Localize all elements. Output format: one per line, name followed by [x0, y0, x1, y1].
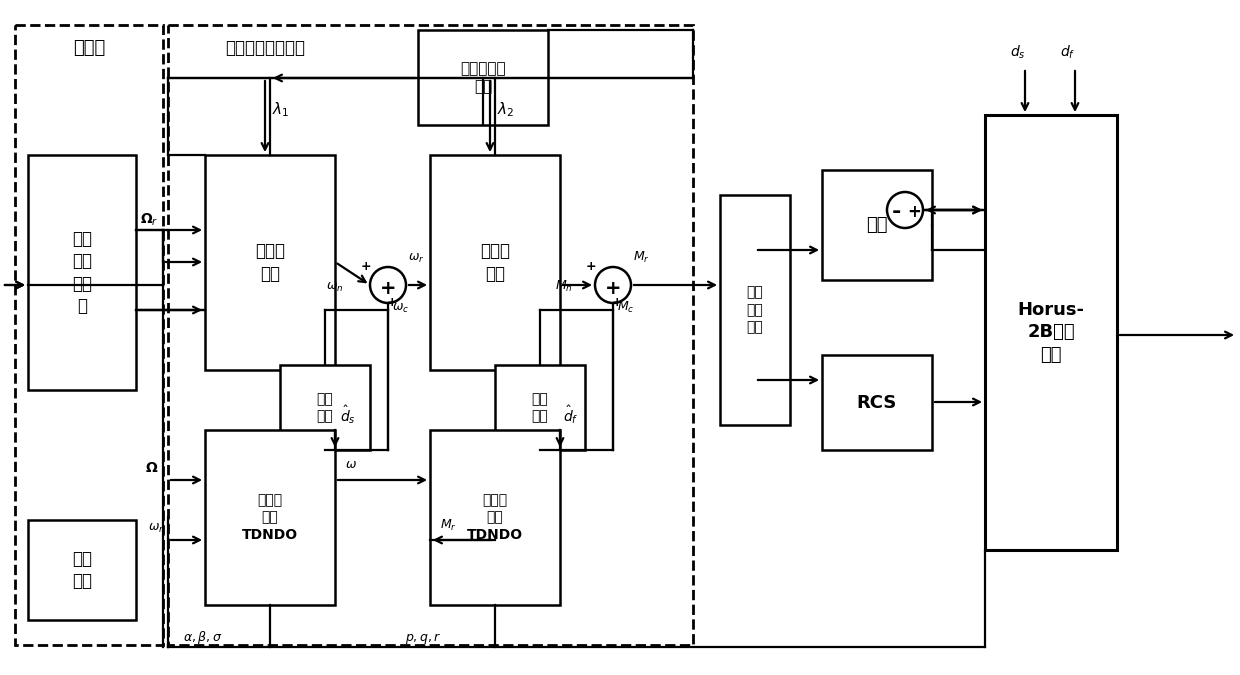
FancyBboxPatch shape: [280, 365, 370, 450]
Text: $\lambda_2$: $\lambda_2$: [497, 101, 515, 119]
Text: Horus-
2B数学
模型: Horus- 2B数学 模型: [1018, 301, 1085, 364]
FancyBboxPatch shape: [418, 30, 548, 125]
Text: $\hat{d}_s$: $\hat{d}_s$: [340, 404, 356, 427]
Text: 制导环: 制导环: [73, 39, 105, 57]
Text: $\alpha,\beta,\sigma$: $\alpha,\beta,\sigma$: [184, 630, 222, 647]
Text: 预测
校正
制导
环: 预测 校正 制导 环: [72, 230, 92, 315]
FancyBboxPatch shape: [822, 355, 932, 450]
Text: 增益
调节: 增益 调节: [532, 392, 548, 423]
Text: $M_r$: $M_r$: [440, 518, 456, 533]
Text: 辅助抗饱和
系统: 辅助抗饱和 系统: [460, 61, 506, 95]
Text: +: +: [611, 296, 622, 310]
Text: $\omega$: $\omega$: [345, 458, 357, 472]
Text: $\omega_c$: $\omega_c$: [392, 302, 409, 315]
FancyBboxPatch shape: [205, 430, 335, 605]
Text: 控制
力矩
分配: 控制 力矩 分配: [746, 286, 764, 334]
Text: $\omega_r$: $\omega_r$: [148, 522, 165, 535]
Text: $d_s$: $d_s$: [1011, 43, 1025, 61]
Text: 反馈
模块: 反馈 模块: [72, 550, 92, 590]
FancyBboxPatch shape: [15, 25, 162, 645]
Text: +: +: [585, 261, 596, 273]
Text: +: +: [908, 203, 921, 221]
Text: +: +: [379, 279, 397, 298]
Circle shape: [887, 192, 923, 228]
FancyBboxPatch shape: [430, 430, 560, 605]
FancyBboxPatch shape: [430, 155, 560, 370]
Text: -: -: [892, 202, 900, 222]
FancyBboxPatch shape: [29, 155, 136, 390]
Text: $\omega_n$: $\omega_n$: [326, 281, 343, 294]
FancyBboxPatch shape: [720, 195, 790, 425]
Text: $\omega_r$: $\omega_r$: [408, 252, 424, 265]
Text: $\mathbf{\Omega}$: $\mathbf{\Omega}$: [145, 461, 159, 475]
Text: +: +: [387, 296, 397, 310]
Text: RCS: RCS: [857, 394, 898, 412]
Text: 角速率
回路
TDNDO: 角速率 回路 TDNDO: [467, 493, 523, 542]
Text: $M_c$: $M_c$: [618, 300, 635, 315]
Circle shape: [595, 267, 631, 303]
Circle shape: [370, 267, 405, 303]
Text: $p,q,r$: $p,q,r$: [405, 630, 441, 645]
Text: +: +: [361, 261, 371, 273]
Text: 姿态角
回路: 姿态角 回路: [255, 242, 285, 283]
Text: 姿态角
回路
TDNDO: 姿态角 回路 TDNDO: [242, 493, 298, 542]
Text: $\lambda_1$: $\lambda_1$: [272, 101, 289, 119]
Text: +: +: [605, 279, 621, 298]
FancyBboxPatch shape: [495, 365, 585, 450]
Text: 舵面: 舵面: [867, 216, 888, 234]
FancyBboxPatch shape: [29, 520, 136, 620]
FancyBboxPatch shape: [985, 115, 1117, 550]
FancyBboxPatch shape: [822, 170, 932, 280]
FancyBboxPatch shape: [205, 155, 335, 370]
Text: $M_n$: $M_n$: [556, 279, 573, 294]
Text: 角速率
回路: 角速率 回路: [480, 242, 510, 283]
Text: 增益
调节: 增益 调节: [316, 392, 334, 423]
Text: $d_f$: $d_f$: [1060, 43, 1075, 61]
Text: $\mathbf{\Omega}_r$: $\mathbf{\Omega}_r$: [140, 212, 159, 228]
Text: $\hat{d}_f$: $\hat{d}_f$: [563, 404, 579, 427]
FancyBboxPatch shape: [167, 25, 693, 645]
Text: 反步法姿态控制器: 反步法姿态控制器: [224, 39, 305, 57]
Text: $M_r$: $M_r$: [632, 250, 650, 265]
